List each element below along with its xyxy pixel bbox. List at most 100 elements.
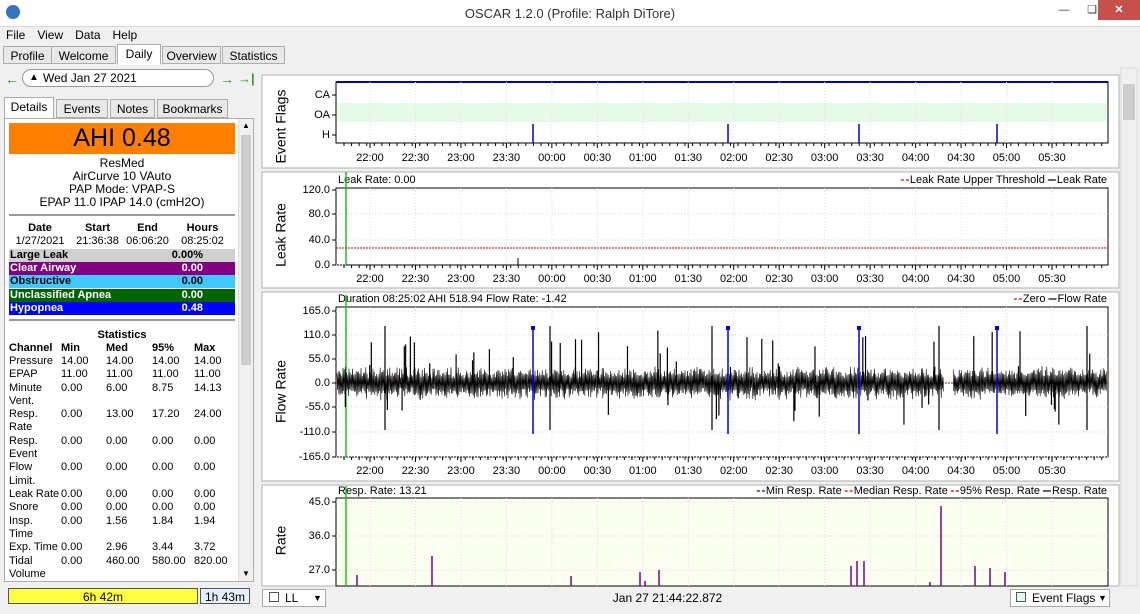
menu-item[interactable]: File (6, 28, 26, 42)
index-row: Clear Airway 0.00 (9, 262, 235, 276)
x-tick-label: 01:30 (675, 273, 703, 285)
session-header: Start (84, 222, 111, 234)
stat-row: Insp. Time 0.00 1.56 1.84 1.94 (9, 515, 235, 542)
stat-value: 580.00 (152, 554, 186, 567)
machine-info: EPAP 11.0 IPAP 14.0 (cmH2O) (39, 195, 205, 209)
stat-channel: Insp. Time (9, 514, 34, 540)
index-label: Obstructive (10, 275, 72, 288)
tab[interactable]: Statistics (222, 46, 285, 64)
stat-row: Flow Limit. 0.00 0.00 0.00 0.00 (9, 461, 235, 488)
session-value: 1/27/2021 (15, 235, 65, 247)
x-tick-label: 05:30 (1038, 273, 1066, 285)
x-tick-label: 01:30 (675, 465, 703, 477)
x-tick-label: 04:30 (947, 152, 975, 164)
menu-item[interactable]: Help (112, 28, 138, 42)
menu-item[interactable]: View (37, 28, 64, 42)
date-selector[interactable]: ▲ Wed Jan 27 2021 (22, 69, 214, 87)
x-tick-label: 04:00 (902, 465, 930, 477)
graph-y-label: Flow Rate (273, 360, 289, 423)
session-header: Hours (186, 222, 219, 234)
stat-value: 0.00 (61, 541, 83, 554)
stat-value: 2.96 (106, 541, 128, 554)
detail-tab[interactable]: Details (4, 97, 54, 119)
x-tick-label: 02:30 (765, 152, 793, 164)
x-tick-label: 22:30 (402, 465, 430, 477)
x-tick-label: 02:30 (765, 465, 793, 477)
x-tick-label: 04:00 (902, 152, 930, 164)
stat-row: Resp. Rate 0.00 13.00 17.20 24.00 (9, 408, 235, 435)
stat-channel: Tidal Volume (9, 554, 46, 580)
prev-day-button[interactable]: ← (5, 71, 19, 87)
session-header: End (137, 222, 158, 234)
index-label: Clear Airway (10, 262, 77, 275)
layout-dropdown[interactable]: LL ▼ (262, 589, 326, 607)
graph-scroll-thumb (1123, 84, 1135, 120)
stat-value: 11.00 (194, 368, 221, 381)
stat-row: Exp. Time 0.00 2.96 3.44 3.72 (9, 541, 235, 554)
stat-value: 0.00 (194, 501, 216, 514)
graph-dropdown[interactable]: Event Flags ▼ (1010, 589, 1110, 607)
stat-value: 11.00 (106, 368, 133, 381)
scroll-thumb[interactable] (241, 135, 251, 365)
y-tick-label: -110.0 (300, 426, 330, 438)
tab[interactable]: Overview (162, 46, 221, 64)
menu-item[interactable]: Data (75, 28, 101, 42)
detail-tab[interactable]: Notes (110, 99, 155, 118)
detail-tab[interactable]: Events (56, 99, 108, 118)
y-tick-label: 110.0 (303, 329, 330, 341)
x-tick-label: 00:00 (538, 273, 566, 285)
stat-value: 0.00 (152, 461, 174, 474)
flow-event-cap (726, 326, 730, 330)
x-tick-label: 01:00 (629, 273, 657, 285)
date-text: Wed Jan 27 2021 (43, 71, 137, 85)
flow-event-cap (995, 326, 999, 330)
x-tick-label: 23:30 (493, 152, 521, 164)
stat-value: 14.00 (152, 355, 180, 367)
details-panel: AHI 0.48 ▲ ▼ ResMed AirCurve 10 VAuto PAP … (4, 118, 254, 582)
stat-channel: Exp. Time (9, 541, 58, 554)
x-tick-label: 23:00 (447, 465, 475, 477)
cursor-time: Jan 27 21:44:22.872 (612, 591, 723, 605)
x-tick-label: 00:30 (584, 465, 612, 477)
stat-channel: Resp. Rate (9, 408, 38, 434)
index-row: Large Leak 0.00% (9, 249, 235, 262)
tab[interactable]: Daily (117, 44, 161, 65)
checkbox[interactable] (1016, 592, 1026, 602)
scroll-up[interactable]: ▲ (242, 121, 250, 130)
stat-value: 0.00 (106, 461, 128, 474)
app-icon (6, 5, 20, 19)
flow-event-cap (531, 326, 535, 330)
stat-value: 3.72 (194, 541, 216, 554)
plot-area (335, 187, 1109, 266)
maximize-button[interactable]: ❏ (1087, 4, 1097, 16)
stat-value: 17.20 (152, 408, 180, 421)
stat-row: EPAP 11.00 11.00 11.00 11.00 (9, 368, 235, 381)
x-tick-label: 03:30 (856, 152, 884, 164)
last-day-button[interactable]: →| (238, 71, 255, 86)
legend-label: Min Resp. Rate (766, 485, 842, 497)
flow-event-cap (857, 326, 861, 330)
tab[interactable]: Welcome (51, 46, 116, 64)
minimize-button[interactable]: — (1058, 4, 1070, 16)
details-scrollbar[interactable]: ▲ ▼ (238, 119, 253, 581)
y-tick-label: CA (315, 89, 331, 101)
graph-y-label: Leak Rate (273, 203, 289, 267)
stat-header: Channel (9, 342, 53, 354)
detail-tab[interactable]: Bookmarks (157, 99, 228, 118)
stat-channel: Resp. Event (9, 434, 38, 461)
x-tick-label: 03:30 (856, 465, 884, 477)
index-value: 0.00 (181, 275, 203, 288)
next-day-button[interactable]: → (220, 71, 234, 87)
stat-value: 24.00 (194, 408, 222, 421)
graph-scrollbar (1120, 67, 1138, 587)
stat-value: 0.00 (106, 434, 128, 447)
stat-row: Resp. Event 0.00 0.00 0.00 0.00 (9, 435, 235, 462)
scroll-down[interactable]: ▼ (242, 569, 250, 578)
checkbox[interactable] (269, 592, 279, 602)
stat-value: 14.13 (194, 381, 222, 394)
close-button[interactable]: ✕ (1098, 0, 1140, 20)
x-tick-label: 05:00 (993, 273, 1021, 285)
index-value: 0.00% (171, 249, 203, 261)
machine-info: PAP Mode: VPAP-S (68, 182, 176, 196)
